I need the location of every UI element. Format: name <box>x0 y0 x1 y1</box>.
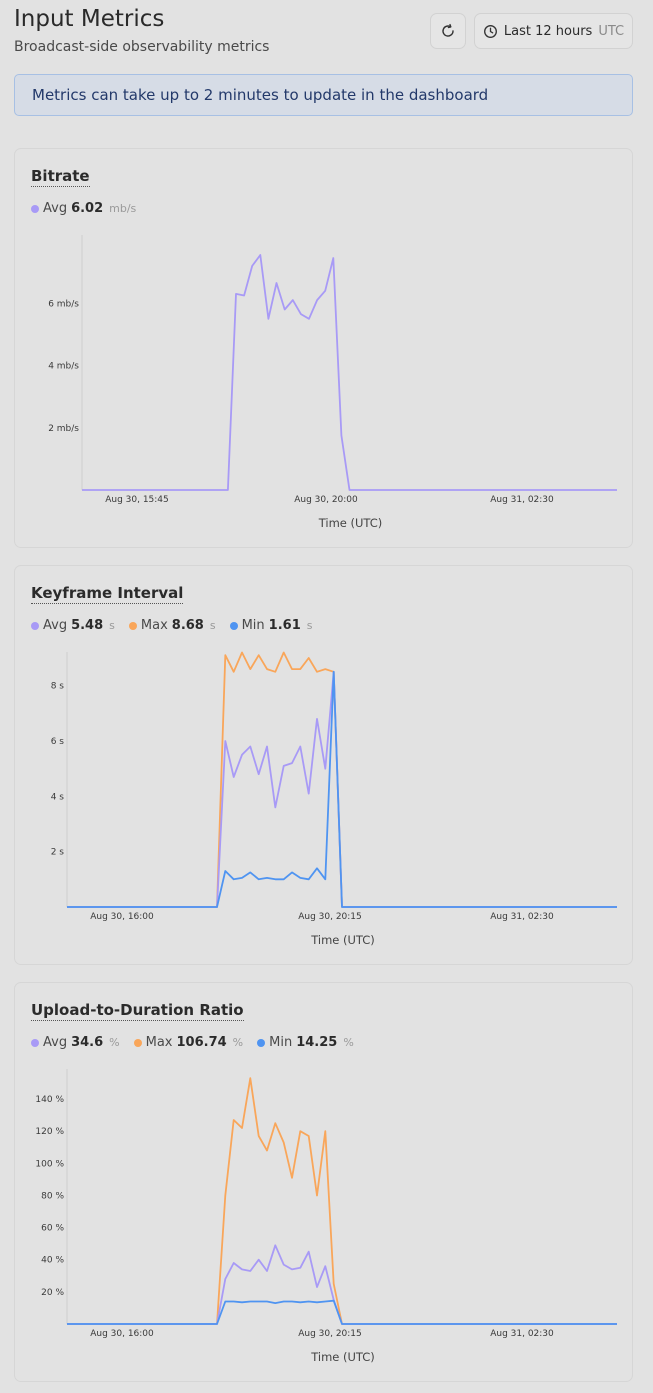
y-tick-label: 6 mb/s <box>48 299 79 309</box>
legend-unit: s <box>209 619 216 632</box>
legend-dot <box>31 204 39 213</box>
legend-item-avg[interactable]: Avg 6.02 mb/s <box>31 201 136 216</box>
legend-unit: s <box>109 619 115 632</box>
x-tick-label: Aug 30, 15:45 <box>105 495 169 505</box>
x-tick-label: Aug 30, 16:00 <box>90 912 154 922</box>
chart-legend: Avg 5.48 s Max 8.68 s Min 1.61 s <box>31 618 312 633</box>
legend-value: 106.74 <box>176 1035 227 1050</box>
refresh-button[interactable] <box>430 13 466 49</box>
legend-dot <box>31 621 39 630</box>
legend-unit: s <box>306 619 313 632</box>
legend-dot <box>31 1038 39 1047</box>
legend-name: Max <box>140 618 168 633</box>
y-tick-label: 2 mb/s <box>48 424 79 434</box>
legend-dot <box>128 621 137 630</box>
y-tick-label: 40 % <box>41 1256 64 1266</box>
y-tick-label: 140 % <box>35 1095 64 1105</box>
legend-item-max[interactable]: Max 106.74% <box>133 1035 244 1050</box>
bitrate-card: Bitrate Avg 6.02 mb/s 2 mb/s 4 mb/s 6 mb/s Aug … <box>14 148 633 548</box>
legend-dot <box>133 1038 142 1047</box>
y-tick-label: 60 % <box>41 1224 64 1234</box>
notice-text: Metrics can take up to 2 minutes to upda… <box>32 86 489 104</box>
legend-item-avg[interactable]: Avg 5.48 s <box>31 618 115 633</box>
legend-unit: % <box>109 1036 120 1049</box>
x-axis-label: Time (UTC) <box>310 933 375 947</box>
chart-legend: Avg 6.02 mb/s <box>31 201 136 216</box>
x-tick-label: Aug 30, 20:00 <box>294 495 358 505</box>
y-tick-label: 4 s <box>51 792 65 802</box>
legend-name: Min <box>269 1035 293 1050</box>
y-tick-label: 6 s <box>51 737 65 747</box>
x-tick-label: Aug 31, 02:30 <box>490 1329 554 1339</box>
legend-name: Min <box>241 618 265 633</box>
legend-unit: % <box>343 1036 354 1049</box>
legend-value: 8.68 <box>171 618 204 633</box>
series-line-max[interactable] <box>67 651 617 908</box>
legend-name: Avg <box>43 1035 68 1050</box>
legend-name: Avg <box>43 201 68 216</box>
y-tick-label: 8 s <box>51 682 65 692</box>
refresh-icon <box>442 23 454 37</box>
x-tick-label: Aug 31, 02:30 <box>490 495 554 505</box>
legend-value: 6.02 <box>71 201 104 216</box>
legend-item-min[interactable]: Min 1.61 s <box>229 618 313 633</box>
chart-1-plot[interactable]: 2 s 4 s 6 s 8 s Aug 30, 16:00 Aug 30, 20:15 Au… <box>15 566 632 964</box>
x-axis-label: Time (UTC) <box>318 516 383 530</box>
chart-title[interactable]: Keyframe Interval <box>31 584 184 604</box>
x-tick-label: Aug 31, 02:30 <box>490 912 554 922</box>
legend-value: 14.25 <box>296 1035 338 1050</box>
keyframe-interval-card: Keyframe Interval Avg 5.48 s Max 8.68 s Min 1.61… <box>14 565 633 965</box>
page-title: Input Metrics <box>14 6 165 32</box>
legend-name: Max <box>145 1035 173 1050</box>
y-tick-label: 100 % <box>35 1159 64 1169</box>
legend-dot <box>257 1038 266 1047</box>
series-line-avg[interactable] <box>67 670 617 908</box>
chart-title[interactable]: Bitrate <box>31 167 90 187</box>
series-line-min[interactable] <box>67 1299 617 1325</box>
legend-item-avg[interactable]: Avg 34.6% <box>31 1035 120 1050</box>
x-axis-label: Time (UTC) <box>310 1350 375 1364</box>
legend-value: 34.6 <box>71 1035 104 1050</box>
page-subtitle: Broadcast-side observability metrics <box>14 39 270 55</box>
chart-2-plot[interactable]: 20 % 40 % 60 % 80 % 100 % 120 % 140 % Aug 30, 1… <box>15 983 632 1381</box>
y-tick-label: 120 % <box>35 1127 64 1137</box>
y-tick-label: 4 mb/s <box>48 362 79 372</box>
update-delay-notice: Metrics can take up to 2 minutes to upda… <box>14 74 633 116</box>
series-line-avg[interactable] <box>67 1244 617 1325</box>
x-tick-label: Aug 30, 20:15 <box>298 1329 362 1339</box>
legend-dot <box>229 621 238 630</box>
y-tick-label: 2 s <box>51 848 65 858</box>
chart-legend: Avg 34.6% Max 106.74% Min 14.25% <box>31 1035 354 1050</box>
chart-title[interactable]: Upload-to-Duration Ratio <box>31 1001 244 1021</box>
legend-unit: mb/s <box>109 202 137 215</box>
legend-value: 1.61 <box>268 618 301 633</box>
upload-ratio-card: Upload-to-Duration Ratio Avg 34.6% Max 106.7… <box>14 982 633 1382</box>
series-line-max[interactable] <box>67 1077 617 1325</box>
chart-0-plot[interactable]: 2 mb/s 4 mb/s 6 mb/s Aug 30, 15:45 Aug 30, 2… <box>15 149 632 547</box>
series-line-min[interactable] <box>67 670 617 908</box>
legend-value: 5.48 <box>71 618 104 633</box>
y-tick-label: 80 % <box>41 1191 64 1201</box>
legend-item-min[interactable]: Min 14.25% <box>257 1035 354 1050</box>
legend-item-max[interactable]: Max 8.68 s <box>128 618 216 633</box>
timezone-label: UTC <box>598 23 625 39</box>
time-range-label: Last 12 hours <box>503 23 593 39</box>
x-tick-label: Aug 30, 16:00 <box>90 1329 154 1339</box>
time-range-button[interactable]: Last 12 hours UTC <box>474 13 633 49</box>
legend-unit: % <box>232 1036 244 1049</box>
x-tick-label: Aug 30, 20:15 <box>298 912 362 922</box>
clock-icon <box>483 24 497 38</box>
legend-name: Avg <box>43 618 68 633</box>
series-line-avg[interactable] <box>82 254 617 491</box>
y-tick-label: 20 % <box>41 1288 64 1298</box>
